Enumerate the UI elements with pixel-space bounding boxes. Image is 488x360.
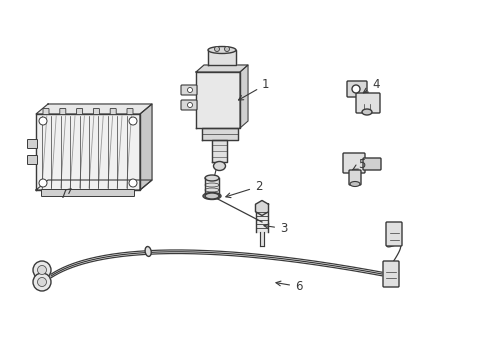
Text: 6: 6 [275, 280, 302, 293]
Circle shape [39, 179, 47, 187]
Circle shape [38, 266, 46, 274]
Ellipse shape [361, 109, 371, 115]
FancyBboxPatch shape [127, 108, 133, 114]
Polygon shape [255, 201, 268, 216]
Text: 3: 3 [264, 222, 287, 235]
Ellipse shape [213, 162, 225, 171]
Ellipse shape [204, 175, 219, 181]
FancyBboxPatch shape [385, 222, 401, 246]
Circle shape [187, 103, 192, 108]
FancyBboxPatch shape [27, 156, 38, 165]
FancyBboxPatch shape [43, 108, 49, 114]
FancyBboxPatch shape [110, 108, 116, 114]
Ellipse shape [207, 46, 236, 54]
FancyBboxPatch shape [181, 100, 197, 110]
Polygon shape [140, 104, 152, 190]
Polygon shape [204, 178, 219, 196]
Polygon shape [36, 180, 152, 190]
Circle shape [214, 46, 219, 51]
Text: 5: 5 [352, 158, 365, 171]
Polygon shape [240, 65, 247, 128]
FancyBboxPatch shape [27, 139, 38, 148]
Polygon shape [36, 104, 152, 114]
Circle shape [129, 179, 137, 187]
Circle shape [33, 273, 51, 291]
FancyBboxPatch shape [362, 158, 380, 170]
Text: 1: 1 [238, 78, 269, 100]
Circle shape [39, 117, 47, 125]
Circle shape [33, 261, 51, 279]
Ellipse shape [349, 181, 359, 186]
Polygon shape [207, 50, 236, 65]
Text: 7: 7 [60, 188, 71, 201]
FancyBboxPatch shape [342, 153, 364, 173]
Text: 4: 4 [363, 78, 379, 93]
Polygon shape [256, 212, 267, 232]
FancyBboxPatch shape [77, 108, 82, 114]
FancyBboxPatch shape [181, 85, 197, 95]
Ellipse shape [204, 193, 219, 199]
Polygon shape [202, 128, 238, 140]
FancyBboxPatch shape [41, 189, 134, 197]
FancyBboxPatch shape [346, 81, 366, 97]
Circle shape [351, 85, 359, 93]
Polygon shape [196, 72, 240, 128]
Polygon shape [212, 140, 226, 162]
FancyBboxPatch shape [348, 170, 360, 185]
Text: 2: 2 [225, 180, 262, 198]
Circle shape [224, 46, 229, 51]
Polygon shape [259, 232, 264, 246]
Circle shape [187, 87, 192, 93]
FancyBboxPatch shape [382, 261, 398, 287]
Polygon shape [196, 65, 247, 72]
Polygon shape [36, 114, 140, 190]
FancyBboxPatch shape [60, 108, 66, 114]
FancyBboxPatch shape [355, 93, 379, 113]
Ellipse shape [145, 247, 151, 256]
FancyBboxPatch shape [93, 108, 99, 114]
Ellipse shape [203, 193, 221, 199]
Circle shape [38, 278, 46, 287]
Circle shape [129, 117, 137, 125]
